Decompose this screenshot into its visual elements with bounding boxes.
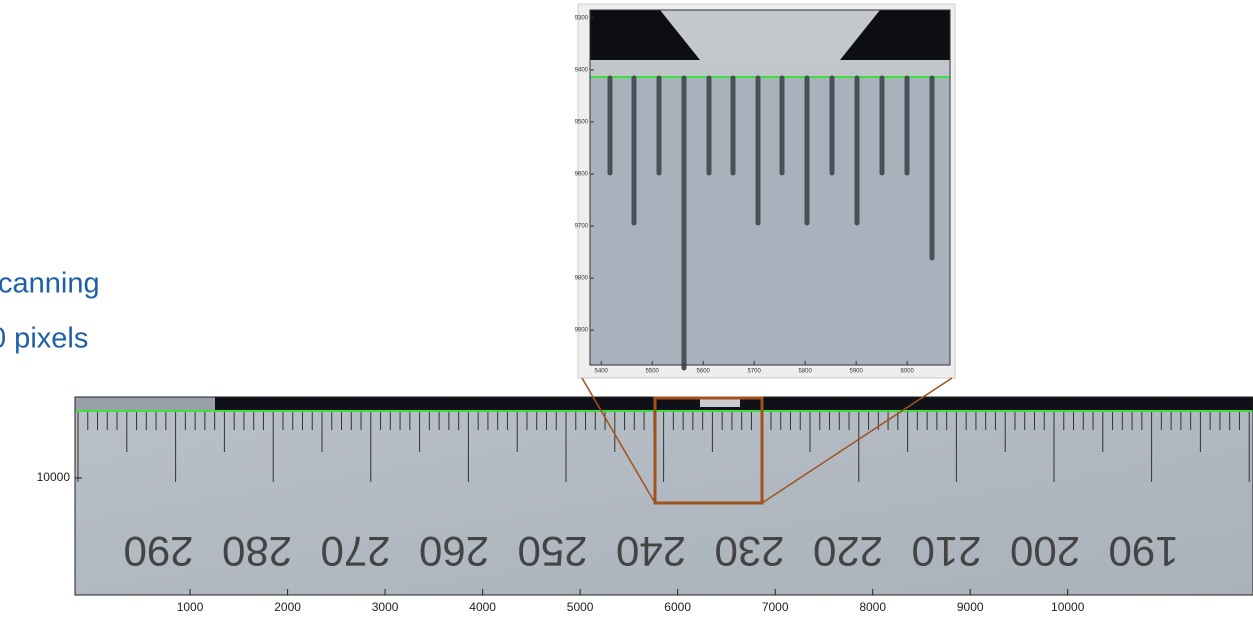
x-tick-label: 9000 xyxy=(957,600,984,614)
ruler-number: 280 xyxy=(222,528,292,575)
x-tick-label: 6000 xyxy=(664,600,691,614)
slide-text: 0 pixels xyxy=(0,323,88,355)
y-tick-label: 9700 xyxy=(575,224,589,230)
ruler-number: 200 xyxy=(1010,528,1080,575)
x-tick-label: 5800 xyxy=(799,369,813,375)
y-tick-label: 9900 xyxy=(575,328,589,334)
ruler-number: 290 xyxy=(123,528,193,575)
y-tick-label: 9500 xyxy=(575,119,589,125)
y-tick-label: 10000 xyxy=(37,470,71,484)
ruler-number: 260 xyxy=(419,528,489,575)
x-tick-label: 5400 xyxy=(595,369,609,375)
x-tick-label: 2000 xyxy=(274,600,301,614)
x-tick-label: 5700 xyxy=(748,369,762,375)
x-tick-label: 8000 xyxy=(859,600,886,614)
x-tick-label: 5900 xyxy=(849,369,863,375)
ruler-number: 210 xyxy=(911,528,981,575)
x-tick-label: 5500 xyxy=(646,369,660,375)
y-tick-label: 9300 xyxy=(575,15,589,21)
slide: canning 0 pixels 3 290 280 270 260 250 240 230 2… xyxy=(0,0,1253,620)
ruler-number: 190 xyxy=(1108,528,1178,575)
ruler-number: 250 xyxy=(517,528,587,575)
page: canning 0 pixels 3 290 280 270 260 250 240 230 2… xyxy=(0,0,1253,620)
x-tick-label: 5600 xyxy=(697,369,711,375)
y-tick-label: 9800 xyxy=(575,276,589,282)
x-tick-label: 5000 xyxy=(567,600,594,614)
ruler-number: 240 xyxy=(616,528,686,575)
x-tick-label: 3000 xyxy=(372,600,399,614)
y-tick-label: 9400 xyxy=(575,67,589,73)
ruler-number: 3 xyxy=(48,528,71,575)
ruler-number: 230 xyxy=(714,528,784,575)
y-tick-label: 9600 xyxy=(575,172,589,178)
ruler-number: 220 xyxy=(813,528,883,575)
x-tick-label: 4000 xyxy=(469,600,496,614)
ruler-number: 270 xyxy=(320,528,390,575)
x-tick-label: 7000 xyxy=(762,600,789,614)
x-tick-label: 6000 xyxy=(900,369,914,375)
slide-text: canning xyxy=(0,268,100,300)
x-tick-label: 10000 xyxy=(1051,600,1085,614)
x-tick-label: 1000 xyxy=(177,600,204,614)
